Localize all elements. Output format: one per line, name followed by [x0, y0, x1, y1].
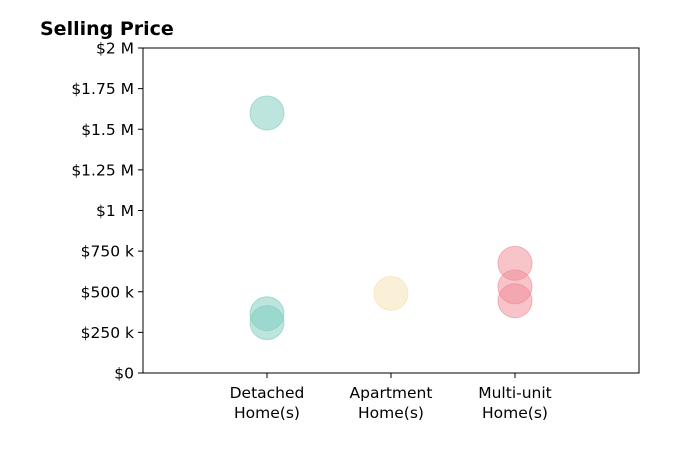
y-tick-label: $1.5 M [81, 121, 134, 139]
y-tick-label: $1.25 M [71, 161, 134, 179]
x-tick-label-line: Multi-unit [478, 384, 552, 402]
x-tick-label-line: Home(s) [358, 404, 424, 422]
plot-frame [142, 47, 640, 374]
y-tick-label: $500 k [81, 283, 134, 301]
data-point [249, 305, 285, 341]
chart-title: Selling Price [40, 18, 174, 40]
data-point [497, 283, 533, 319]
x-tick-label-line: Detached [230, 384, 305, 402]
x-tick-label-line: Home(s) [482, 404, 548, 422]
data-point [373, 275, 409, 311]
x-tick-label-line: Apartment [350, 384, 433, 402]
x-tick-label-line: Home(s) [234, 404, 300, 422]
y-tick-label: $1 M [96, 202, 134, 220]
x-tick-label: Apartment Home(s) [350, 384, 433, 422]
y-tick-label: $1.75 M [71, 80, 134, 98]
x-axis: Detached Home(s)Apartment Home(s)Multi-uni… [230, 373, 552, 422]
data-points [249, 95, 533, 341]
x-tick-label: Multi-unit Home(s) [478, 384, 552, 422]
y-tick-label: $750 k [81, 243, 134, 261]
data-point [249, 95, 285, 131]
x-tick-label: Detached Home(s) [230, 384, 305, 422]
y-tick-label: $0 [114, 365, 134, 383]
y-axis: $0 $250 k $500 k $750 k $1 M $1.25 M $1.5 M $1.… [71, 40, 143, 383]
y-tick-label: $250 k [81, 324, 134, 342]
y-tick-label: $2 M [96, 40, 134, 58]
